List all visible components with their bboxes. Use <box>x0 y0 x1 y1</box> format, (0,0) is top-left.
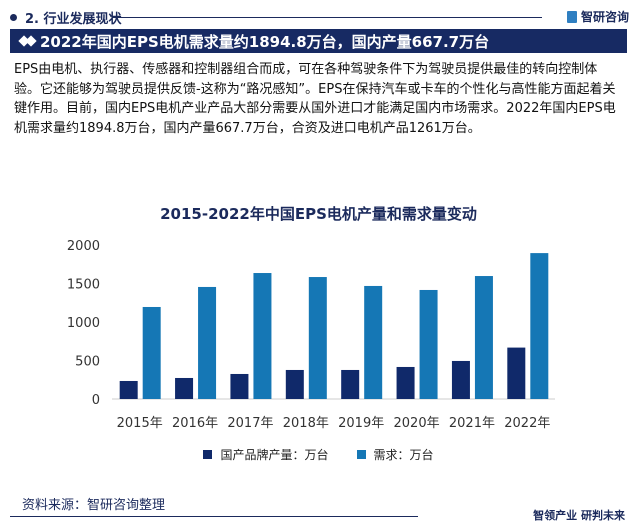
section-heading: 2. 行业发展现状 <box>10 8 122 27</box>
bar-production <box>285 369 304 399</box>
bullet-icon <box>10 14 17 21</box>
bar-demand <box>253 273 272 399</box>
logo-icon <box>566 10 577 23</box>
x-tick-label: 2021年 <box>449 416 495 431</box>
legend-label: 国产品牌产量：万台 <box>220 448 329 462</box>
x-tick-label: 2020年 <box>394 416 440 431</box>
x-tick-label: 2015年 <box>117 416 163 431</box>
bar-production <box>451 360 470 399</box>
x-tick-label: 2022年 <box>504 416 550 431</box>
legend-label: 需求：万台 <box>373 448 434 462</box>
bar-production <box>507 347 526 399</box>
y-tick-label: 1500 <box>67 278 100 293</box>
brand-name: 智研咨询 <box>580 10 629 24</box>
source-note: 资料来源：智研咨询整理 <box>22 498 166 513</box>
x-tick-label: 2017年 <box>227 416 273 431</box>
legend-item-production: 国产品牌产量：万台 <box>203 446 329 463</box>
legend-swatch <box>356 450 366 459</box>
y-tick-label: 2000 <box>67 239 100 254</box>
bar-production <box>119 380 138 399</box>
legend: 国产品牌产量：万台 需求：万台 <box>0 446 637 463</box>
x-tick-label: 2018年 <box>283 416 329 431</box>
bar-demand <box>308 277 327 399</box>
bar-demand <box>530 253 549 399</box>
bar-production <box>175 377 194 399</box>
bar-production <box>230 373 249 399</box>
footer-divider <box>10 516 418 517</box>
title-bar: 2022年国内EPS电机需求量约1894.8万台，国内产量667.7万台 <box>10 29 627 53</box>
bar-production <box>396 366 415 399</box>
body-text: EPS由电机、执行器、传感器和控制器组合而成，可在各种驾驶条件下为驾驶员提供最佳… <box>14 62 616 136</box>
legend-swatch <box>203 450 213 459</box>
y-tick-label: 1000 <box>67 316 100 331</box>
divider <box>112 17 542 18</box>
bar-demand <box>142 306 161 399</box>
section-label: 2. 行业发展现状 <box>25 12 122 27</box>
x-tick-label: 2019年 <box>338 416 384 431</box>
bar-production <box>341 369 360 399</box>
legend-item-demand: 需求：万台 <box>356 446 434 463</box>
y-tick-label: 500 <box>75 355 100 370</box>
page-title: 2022年国内EPS电机需求量约1894.8万台，国内产量667.7万台 <box>40 32 490 51</box>
bar-demand <box>474 276 493 399</box>
x-tick-label: 2016年 <box>172 416 218 431</box>
slogan: 智领产业 研判未来 <box>533 509 625 522</box>
y-tick-label: 0 <box>92 393 100 408</box>
bar-demand <box>198 286 217 399</box>
bar-demand <box>419 289 438 399</box>
brand: 智研咨询 <box>566 8 629 25</box>
bar-demand <box>364 285 383 399</box>
chart-title: 2015-2022年中国EPS电机产量和需求量变动 <box>160 205 477 223</box>
